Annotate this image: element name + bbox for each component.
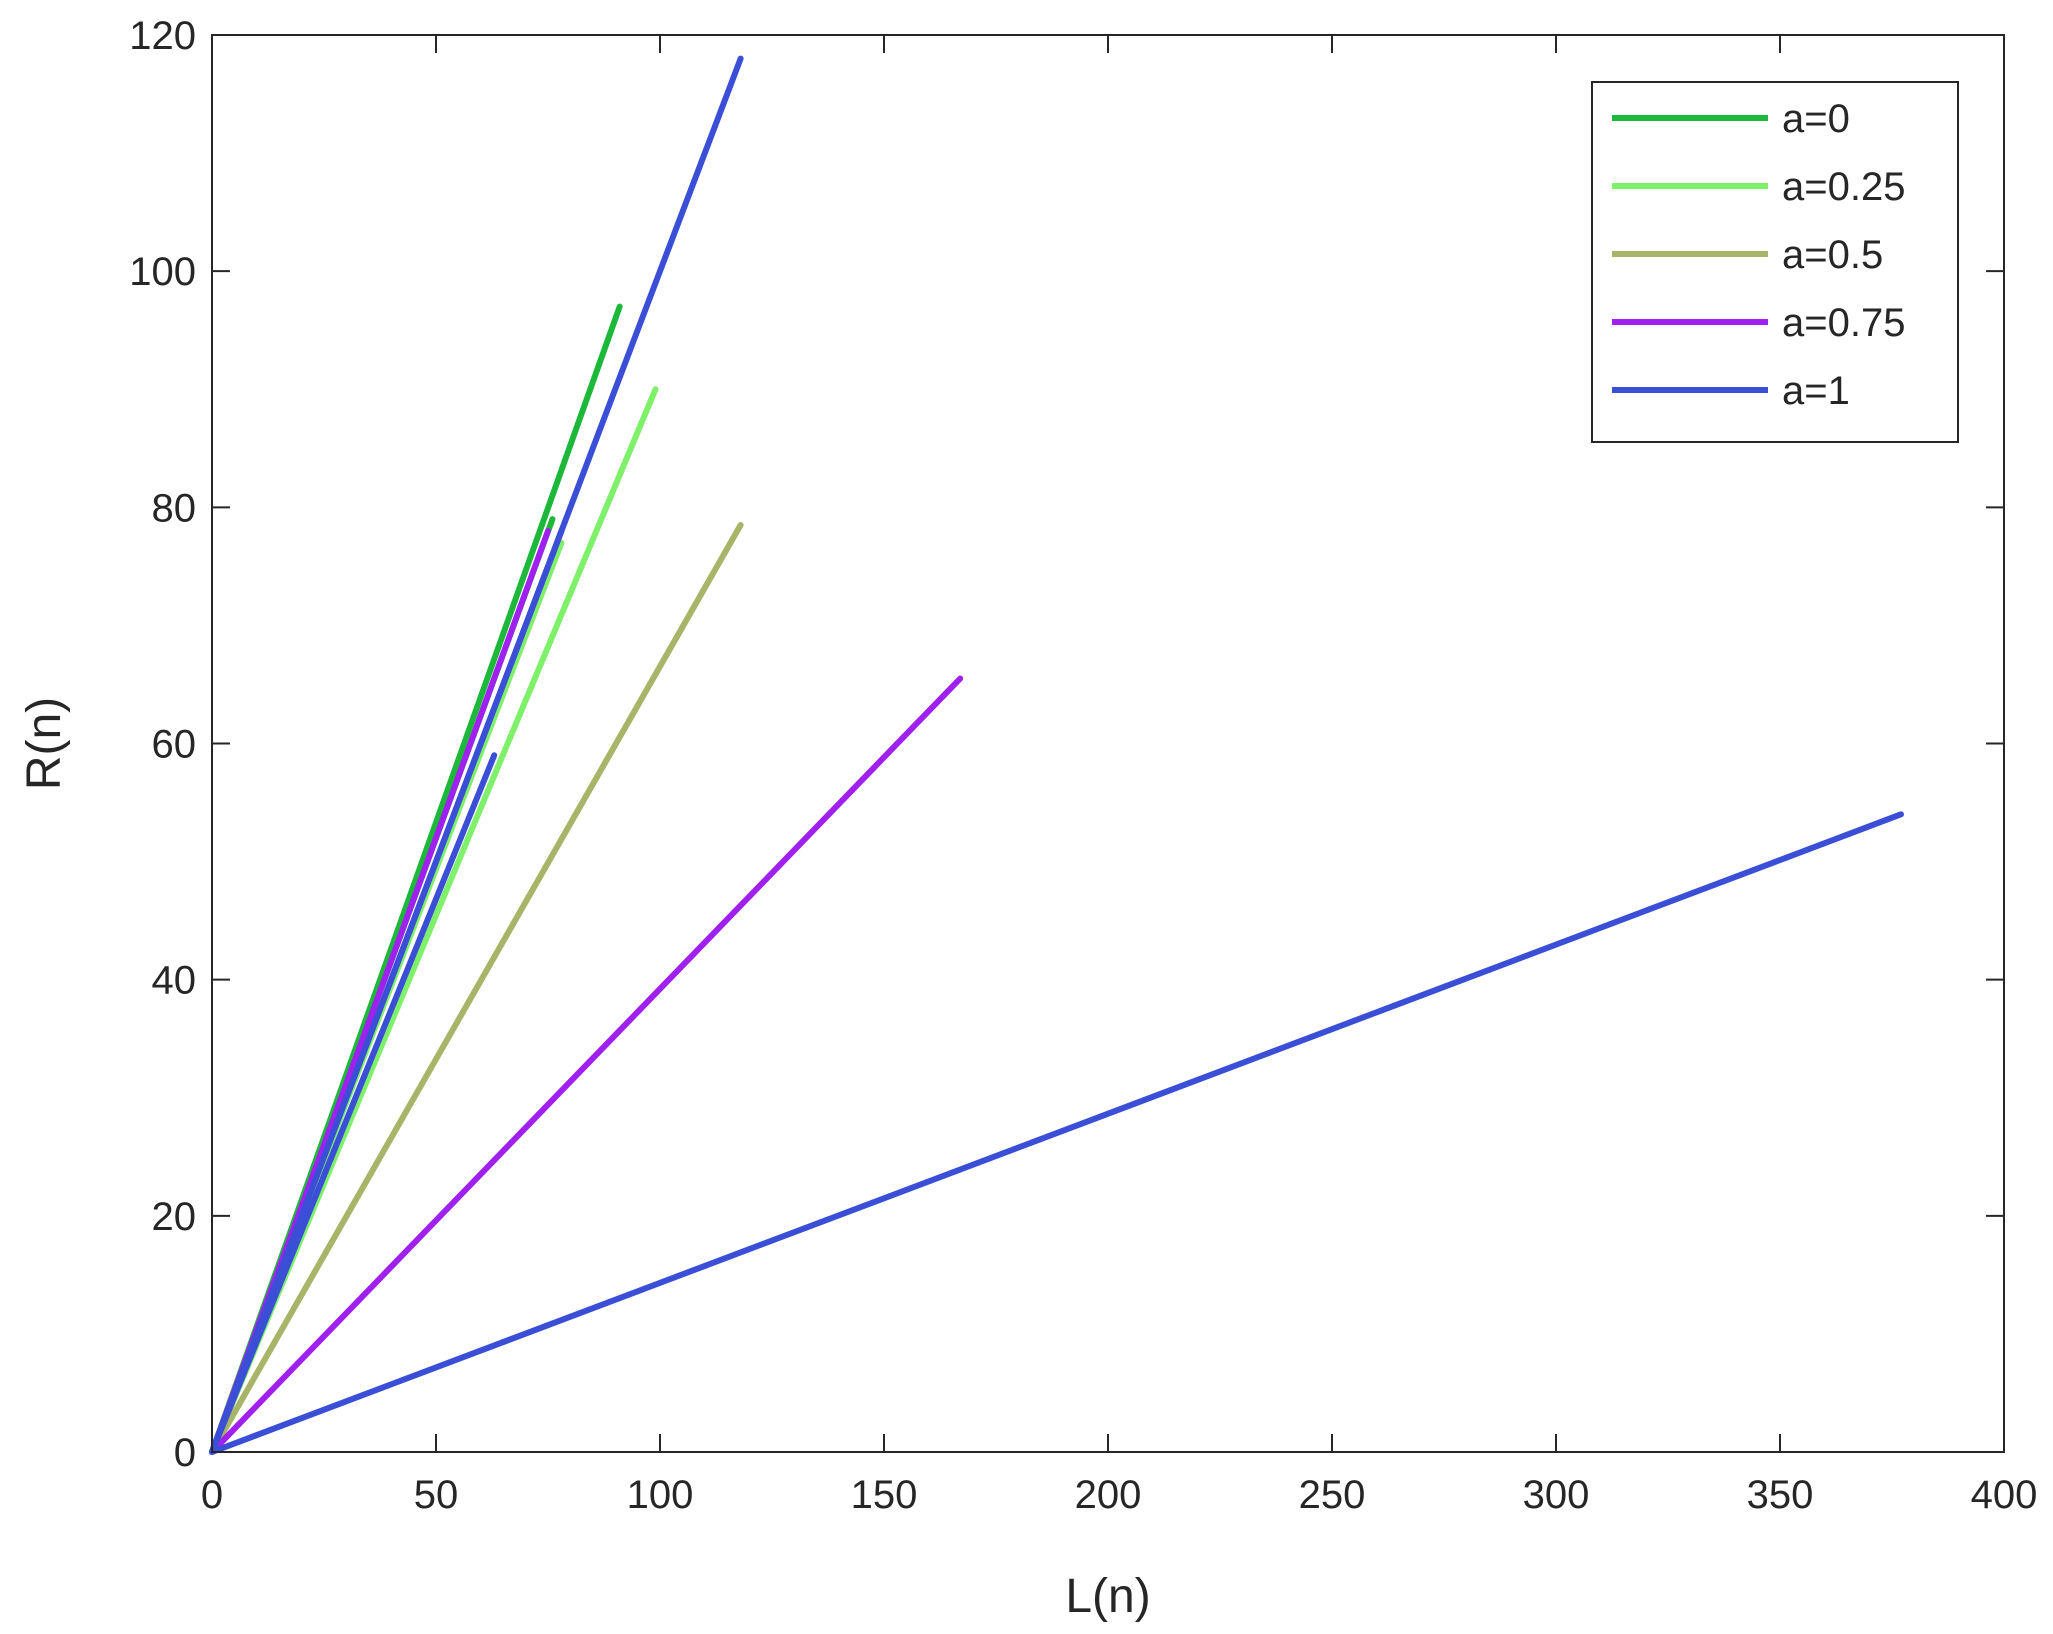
legend-label: a=0 — [1782, 97, 1850, 141]
x-tick-label: 300 — [1523, 1473, 1590, 1517]
y-tick-label: 0 — [174, 1431, 196, 1475]
x-tick-label: 150 — [851, 1473, 918, 1517]
series-line-a-1-3 — [209, 752, 498, 1455]
legend-label: a=0.5 — [1782, 233, 1883, 277]
series-line-a-0-75-1 — [209, 675, 964, 1455]
legend-label: a=0.75 — [1782, 301, 1905, 345]
y-tick-label: 20 — [152, 1195, 197, 1239]
y-axis-ticks: 0 20 40 60 80 100 120 — [129, 14, 2004, 1475]
y-axis-label: R(n) — [18, 697, 71, 790]
y-tick-label: 60 — [152, 723, 197, 767]
legend-label: a=0.25 — [1782, 165, 1905, 209]
series-line-a-1-4 — [209, 811, 1904, 1455]
x-axis-label: L(n) — [1065, 1570, 1150, 1623]
x-tick-label: 0 — [201, 1473, 223, 1517]
y-tick-label: 100 — [129, 250, 196, 294]
series-line-a-0-5-1 — [209, 522, 744, 1455]
x-tick-label: 350 — [1747, 1473, 1814, 1517]
y-tick-label: 120 — [129, 14, 196, 58]
x-tick-label: 400 — [1971, 1473, 2038, 1517]
y-tick-label: 80 — [152, 486, 197, 530]
x-axis-ticks: 0 50 100 150 200 250 300 350 400 — [201, 35, 2038, 1517]
x-tick-label: 50 — [414, 1473, 459, 1517]
legend-label: a=1 — [1782, 369, 1850, 413]
legend: a=0 a=0.25 a=0.5 a=0.75 a=1 — [1591, 81, 1959, 443]
legend-box — [1591, 81, 1959, 443]
y-tick-label: 40 — [152, 959, 197, 1003]
x-tick-label: 200 — [1075, 1473, 1142, 1517]
x-tick-label: 250 — [1299, 1473, 1366, 1517]
series-line-a-1-2 — [209, 527, 565, 1455]
plot-lines — [209, 55, 1904, 1455]
x-tick-label: 100 — [627, 1473, 694, 1517]
